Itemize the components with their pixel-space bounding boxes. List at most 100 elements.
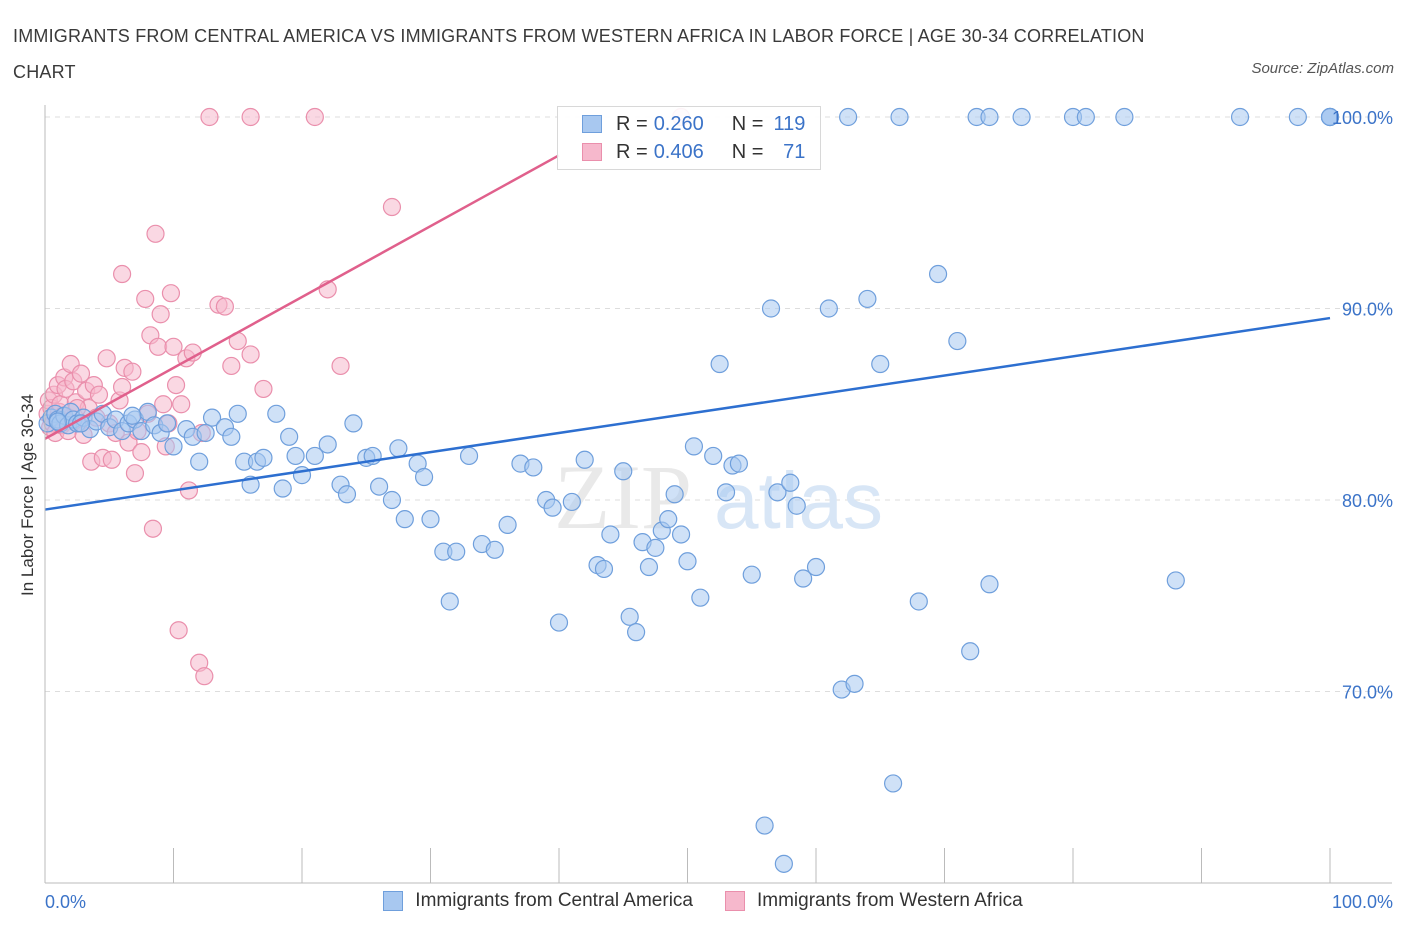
legend-r-key: R = — [616, 140, 648, 163]
central-america-point — [671, 525, 691, 544]
western-africa-point — [136, 289, 155, 309]
central-america-point — [839, 107, 858, 127]
western-africa-point — [241, 107, 260, 127]
central-america-point — [659, 510, 678, 529]
western-africa-point — [222, 356, 241, 376]
western-africa-point — [97, 349, 116, 368]
western-africa-point — [143, 519, 163, 538]
central-america-point — [305, 446, 324, 466]
central-america-point — [845, 674, 864, 693]
central-america-point — [794, 569, 813, 588]
central-america-point — [787, 496, 806, 515]
western-africa-point — [112, 264, 132, 284]
western-africa-point — [89, 385, 109, 404]
western-africa-point — [146, 224, 165, 243]
central-america-point — [228, 404, 247, 423]
central-america-point — [337, 485, 357, 504]
western-africa-point — [215, 297, 234, 316]
trend-lines — [44, 154, 1331, 511]
western-africa-point — [241, 345, 260, 364]
central-america-point — [318, 435, 337, 454]
central-america-point — [562, 492, 581, 512]
central-america-point — [819, 299, 838, 318]
series-legend-western-africa[interactable]: Immigrants from Western Africa — [724, 890, 1023, 912]
central-america-point — [1012, 107, 1031, 127]
central-america-point — [761, 299, 781, 318]
series-label: Immigrants from Central America — [415, 890, 693, 911]
legend-n-key: N = — [731, 112, 764, 135]
central-america-point — [691, 588, 710, 607]
western-africa-points — [38, 107, 691, 686]
central-america-point — [267, 404, 286, 423]
central-america-point — [684, 437, 704, 456]
central-america-point — [614, 462, 633, 481]
axes: 70.0% 80.0% 90.0% 100.0% 0.0% 100.0% — [44, 105, 1393, 912]
western-africa-point — [71, 364, 91, 383]
western-africa-point — [132, 443, 151, 462]
central-america-point — [858, 289, 877, 309]
central-america-trend-line — [44, 316, 1331, 511]
central-america-point — [485, 540, 504, 559]
western-africa-point — [331, 356, 350, 376]
series-label: Immigrants from Western Africa — [756, 890, 1023, 911]
series-legend-central-america[interactable]: Immigrants from Central America — [383, 890, 693, 912]
central-america-point — [273, 479, 292, 498]
central-america-point — [755, 816, 774, 835]
series-swatch-blue — [383, 891, 404, 911]
central-america-point — [196, 423, 215, 443]
western-africa-point — [305, 107, 324, 127]
central-america-point — [639, 557, 659, 577]
central-america-point — [806, 557, 826, 577]
legend-swatch-pink — [582, 143, 602, 161]
central-america-point — [948, 331, 967, 351]
central-america-point — [164, 437, 183, 456]
central-america-point — [382, 490, 402, 510]
central-america-point — [626, 623, 646, 642]
central-america-point — [928, 264, 948, 284]
central-america-point — [710, 354, 729, 374]
central-america-point — [414, 467, 434, 487]
central-america-point — [1230, 107, 1250, 127]
central-america-point — [890, 107, 909, 127]
y-tick-label: 90.0% — [1342, 300, 1393, 320]
central-america-point — [543, 498, 562, 517]
central-america-point — [665, 485, 684, 504]
western-africa-point — [164, 337, 183, 356]
central-america-point — [286, 446, 305, 466]
western-africa-point — [123, 362, 142, 381]
central-america-point — [646, 538, 665, 557]
western-africa-point — [125, 464, 145, 483]
legend-swatch-blue — [582, 115, 602, 133]
central-america-point — [781, 473, 800, 492]
central-america-point — [440, 592, 459, 611]
grid — [45, 116, 1390, 692]
central-america-point — [774, 854, 793, 873]
central-america-point — [395, 510, 414, 529]
series-swatch-pink — [724, 891, 745, 911]
central-america-point — [716, 483, 736, 502]
western-africa-point — [154, 395, 173, 414]
central-america-point — [280, 427, 299, 446]
central-america-point — [883, 774, 903, 793]
central-america-point — [389, 439, 408, 458]
central-america-point — [768, 483, 787, 502]
source-credit: Source: ZipAtlas.com — [1251, 60, 1394, 77]
central-america-point — [601, 525, 620, 544]
central-america-point — [498, 515, 517, 534]
western-africa-point — [102, 450, 121, 469]
western-africa-point — [172, 395, 191, 414]
central-america-point — [980, 575, 999, 594]
western-africa-point — [200, 107, 219, 127]
y-tick-label: 100.0% — [1332, 108, 1393, 128]
central-america-point — [254, 448, 273, 467]
legend-r-value: 0.260 — [653, 112, 704, 135]
central-america-point — [620, 607, 639, 626]
series-legend: Immigrants from Central America Immigran… — [0, 890, 1406, 912]
central-america-point — [980, 107, 999, 127]
x-tick-label-min: 0.0% — [45, 892, 86, 912]
central-america-point — [190, 452, 209, 471]
central-america-point — [594, 559, 614, 579]
western-africa-point — [166, 376, 186, 395]
central-america-point — [370, 477, 389, 496]
